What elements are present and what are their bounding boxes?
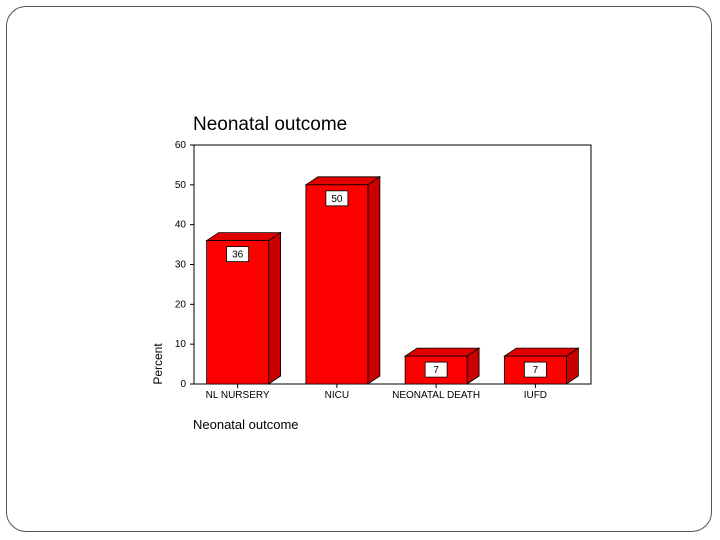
bar-side [367,176,381,385]
bar-top [503,347,580,357]
y-tick-label: 0 [180,379,186,390]
bar-top [205,232,282,242]
data-label-box [325,190,349,207]
data-label: 36 [232,250,244,261]
y-tick-label: 40 [175,220,187,231]
bar-top [403,347,481,357]
bar [305,184,369,385]
data-label-box [424,361,448,378]
x-tick-label: NEONATAL DEATH [392,390,480,401]
data-label-box [226,246,250,263]
data-label: 7 [533,365,539,376]
y-tick-label: 10 [175,339,187,350]
bar-side [268,231,282,385]
x-axis-label: Neonatal outcome [193,417,299,432]
bar-top [304,176,382,186]
data-label: 7 [433,365,439,376]
x-tick-label: NL NURSERY [206,390,270,401]
x-tick-label: IUFD [524,390,547,401]
y-tick-label: 60 [175,140,187,151]
y-axis-label: Percent [151,343,165,385]
chart-title: Neonatal outcome [193,114,347,135]
bar [206,240,270,385]
y-tick-label: 30 [175,260,187,271]
data-label: 50 [331,194,343,205]
x-tick-label: NICU [325,390,349,401]
data-label-box [523,361,547,378]
y-tick-label: 20 [175,299,187,310]
y-tick-label: 50 [175,180,187,191]
